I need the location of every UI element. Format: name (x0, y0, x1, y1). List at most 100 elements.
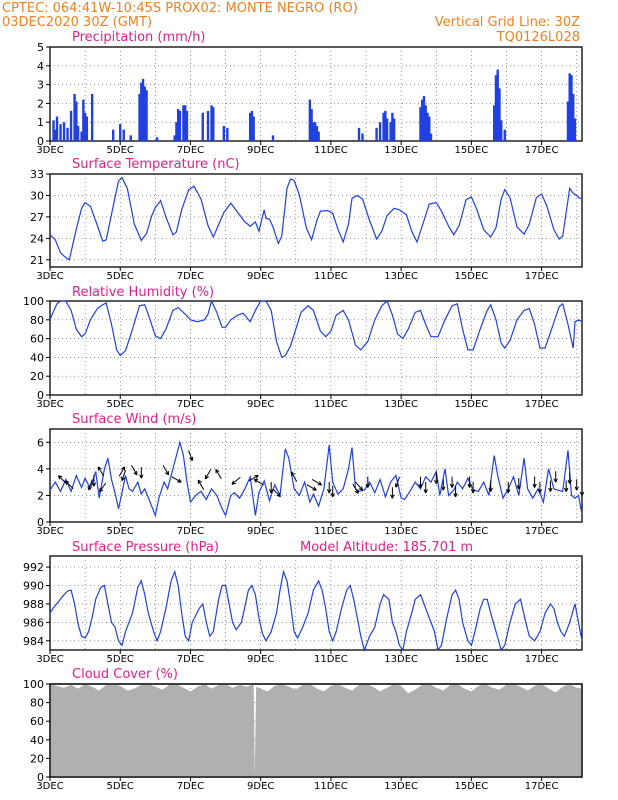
precip-bar (119, 124, 122, 141)
cloud-cover-ytick-label: 80 (30, 697, 44, 710)
temperature-xtick-label: 15DEC (455, 271, 489, 282)
wind-arrow (390, 487, 395, 499)
precip-bar (568, 73, 571, 141)
pressure-xtick-label: 3DEC (36, 654, 63, 665)
precip-bar (357, 127, 361, 141)
precip-bar (212, 107, 215, 141)
wind-arrow (537, 482, 543, 494)
temperature-xtick-label: 13DEC (384, 271, 418, 282)
precip-bar (55, 116, 59, 141)
precip-bar (389, 122, 392, 141)
temperature-ytick-label: 27 (30, 211, 44, 224)
precipitation-ytick-label: 4 (37, 60, 44, 73)
wind-arrow (352, 483, 359, 494)
precip-bar (222, 125, 226, 141)
precip-bar (176, 109, 180, 141)
humidity-ytick-label: 20 (30, 370, 44, 383)
header-location: CPTEC: 064:41W-10:45S PROX02: MONTE NEGR… (2, 1, 358, 16)
precip-bar (82, 99, 85, 141)
precip-bar (271, 135, 275, 141)
wind-arrow (204, 469, 212, 480)
wind-arrow (311, 478, 323, 486)
wind-arrow (87, 479, 93, 491)
humidity-xtick-label: 15DEC (455, 399, 489, 410)
precip-bar (375, 127, 378, 141)
precip-bar (80, 131, 83, 141)
precip-bar (250, 110, 254, 141)
pressure-ytick-label: 992 (23, 561, 44, 574)
wind-line (49, 439, 583, 518)
wind-xtick-label: 7DEC (177, 526, 204, 537)
precip-bar (201, 112, 204, 141)
pressure-title: Surface Pressure (hPa) (72, 540, 219, 555)
pressure-xtick-label: 11DEC (314, 654, 348, 665)
pressure-ytick-label: 986 (23, 616, 44, 629)
precip-bar (173, 135, 176, 141)
precipitation-xtick-label: 7DEC (177, 145, 204, 156)
wind-xtick-label: 3DEC (36, 526, 63, 537)
wind-xtick-label: 17DEC (525, 526, 559, 537)
precip-bar (83, 112, 87, 141)
cloud-cover-panel: 0 20 40 60 80 100 3DEC 5DEC 7DEC 9DEC 11DEC 13DEC 15… (23, 667, 583, 792)
cloud-cover-frame-top (49, 683, 583, 778)
precip-bar (312, 122, 315, 141)
humidity-ytick-label: 100 (23, 295, 44, 308)
wind-xtick-label: 5DEC (107, 526, 134, 537)
temperature-ytick-label: 24 (30, 232, 44, 245)
temperature-frame (49, 173, 583, 268)
precip-bar (503, 129, 506, 141)
cloud-cover-ytick-label: 40 (30, 734, 44, 747)
wind-arrow (121, 470, 127, 482)
wind-panel: 0 2 4 6 3DEC 5DEC 7DEC 9DEC 11DEC 13DEC 15DEC 17DEC… (36, 412, 585, 537)
temperature-title: Surface Temperature (nC) (72, 157, 240, 172)
wind-arrow (215, 468, 222, 480)
precip-bar (226, 127, 229, 141)
precipitation-ytick-label: 3 (37, 79, 44, 92)
humidity-panel: 0 20 40 60 80 100 3DEC 5DEC 7DEC 9DEC 11DEC 13DEC 15… (23, 285, 583, 410)
precip-bar (424, 105, 427, 141)
pressure-ytick-label: 984 (23, 635, 44, 648)
wind-arrow (162, 465, 170, 476)
wind-arrow (97, 466, 105, 477)
wind-arrow (548, 480, 553, 492)
wind-frame (49, 428, 583, 523)
humidity-ytick-label: 40 (30, 351, 44, 364)
precip-bar (90, 94, 94, 141)
precip-bar (73, 94, 76, 141)
cloud-cover-xtick-label: 17DEC (525, 781, 559, 792)
precip-bar (498, 88, 501, 141)
wind-arrow (567, 472, 572, 484)
header-date: 03DEC2020 30Z (GMT) (2, 15, 152, 30)
precip-bar (178, 110, 182, 141)
wind-arrow (272, 488, 281, 498)
wind-arrow (330, 485, 335, 498)
wind-arrow (188, 450, 194, 462)
precip-bar (140, 82, 143, 141)
cloud-cover-xtick-label: 15DEC (455, 781, 489, 792)
header-model: TQ0126L028 (496, 30, 580, 45)
temperature-xtick-label: 17DEC (525, 271, 559, 282)
precip-bar (183, 105, 187, 141)
temperature-xtick-label: 5DEC (107, 271, 134, 282)
precip-bar (66, 127, 69, 141)
cloud-cover-ytick-label: 60 (30, 715, 44, 728)
cloud-area (50, 684, 582, 777)
wind-arrow (441, 479, 446, 491)
pressure-xtick-label: 5DEC (107, 654, 134, 665)
precip-bar (210, 105, 213, 141)
cloud-cover-xtick-label: 9DEC (247, 781, 274, 792)
precip-bar (426, 112, 429, 141)
humidity-frame (49, 300, 583, 396)
wind-arrow (171, 476, 182, 483)
precip-bar (315, 125, 319, 141)
precipitation-xtick-label: 9DEC (247, 145, 274, 156)
precip-bar (143, 86, 147, 141)
humidity-ytick-label: 0 (37, 389, 44, 402)
precip-bar (59, 124, 62, 141)
wind-arrow (355, 481, 364, 491)
cloud-cover-ytick-label: 100 (23, 678, 44, 691)
wind-arrow (467, 476, 472, 488)
cloud-cover-ytick-label: 20 (30, 752, 44, 765)
wind-arrow (553, 471, 558, 483)
temperature-xtick-label: 7DEC (177, 271, 204, 282)
